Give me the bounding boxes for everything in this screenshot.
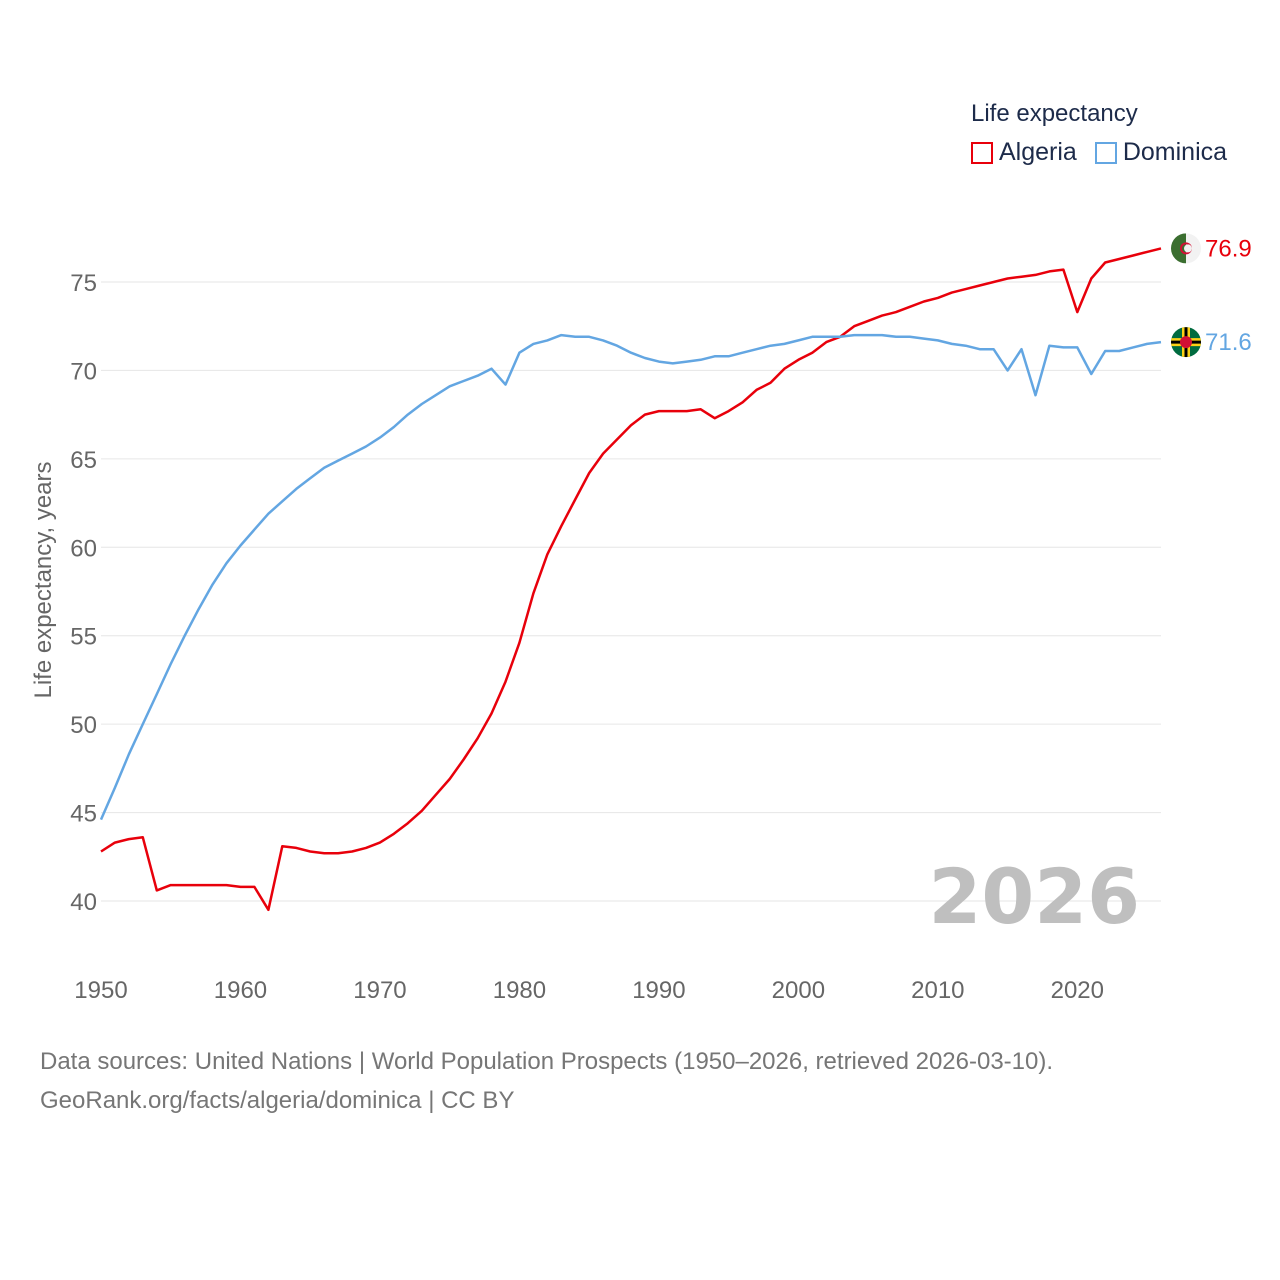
x-tick-labels: 1950 1960 1970 1980 1990 2000 2010 2020 [74, 977, 1104, 1004]
grid-lines [101, 281, 1161, 902]
y-tick-70: 70 [70, 358, 97, 385]
year-stamp: 2026 [928, 852, 1140, 941]
x-tick-2020: 2020 [1051, 977, 1104, 1004]
series-line-algeria[interactable] [100, 247, 1162, 912]
legend-item-algeria[interactable]: Algeria [971, 138, 1077, 167]
y-tick-45: 45 [70, 801, 97, 828]
y-tick-60: 60 [70, 535, 97, 562]
y-tick-55: 55 [70, 624, 97, 651]
legend-swatch-algeria [971, 141, 993, 164]
y-tick-75: 75 [70, 270, 97, 297]
x-tick-2010: 2010 [911, 977, 964, 1004]
y-tick-50: 50 [70, 712, 97, 739]
y-tick-40: 40 [70, 889, 97, 916]
footer-attribution[interactable]: GeoRank.org/facts/algeria/dominica | CC … [40, 1087, 515, 1114]
x-tick-1970: 1970 [353, 977, 406, 1004]
end-markers: 76.9 71.6 [1171, 233, 1252, 358]
legend-label-dominica: Dominica [1122, 138, 1228, 166]
dominica-flag-icon [1171, 327, 1201, 358]
series-lines [99, 247, 1162, 912]
x-tick-1960: 1960 [214, 977, 267, 1004]
legend-items: Algeria Dominica [971, 138, 1227, 167]
end-label-dominica: 71.6 [1205, 329, 1252, 356]
legend-swatch-dominica [1094, 141, 1117, 164]
legend: Life expectancy Algeria Dominica [971, 100, 1227, 167]
end-label-algeria: 76.9 [1205, 235, 1252, 262]
footer-sources: Data sources: United Nations | World Pop… [40, 1048, 1054, 1075]
footer: Data sources: United Nations | World Pop… [40, 1042, 1053, 1120]
y-tick-labels: 40 45 50 55 60 65 70 75 [70, 270, 97, 916]
x-tick-1950: 1950 [74, 977, 127, 1004]
legend-item-dominica[interactable]: Dominica [1094, 138, 1228, 167]
y-tick-65: 65 [70, 447, 97, 474]
algeria-flag-icon [1171, 233, 1201, 264]
x-tick-1990: 1990 [632, 977, 685, 1004]
x-tick-1980: 1980 [493, 977, 546, 1004]
y-axis-label: Life expectancy, years [30, 461, 57, 698]
legend-label-algeria: Algeria [999, 138, 1077, 166]
legend-title: Life expectancy [971, 100, 1138, 127]
series-line-dominica[interactable] [99, 333, 1162, 821]
x-tick-2000: 2000 [772, 977, 825, 1004]
